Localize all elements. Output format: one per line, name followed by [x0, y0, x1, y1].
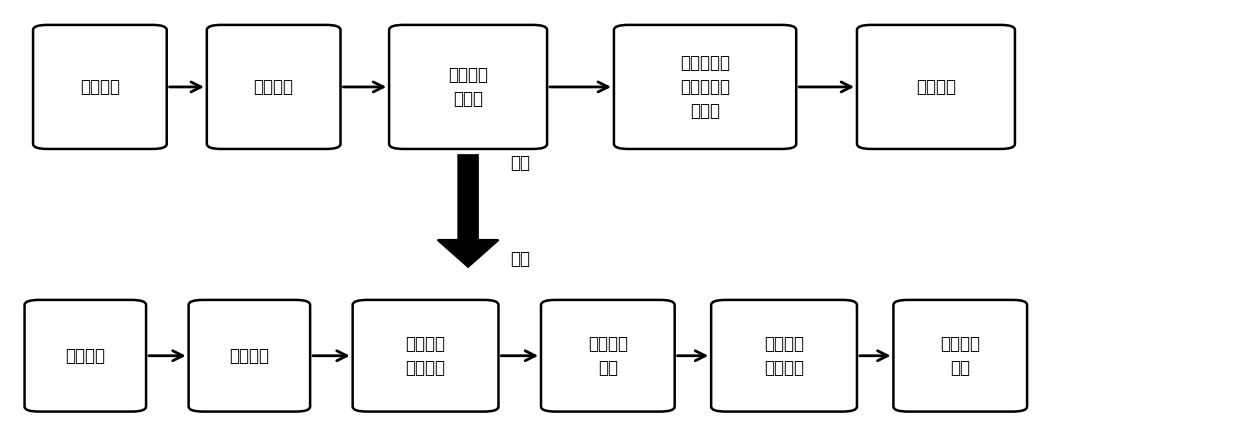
Text: 输入图片: 输入图片 [79, 78, 120, 96]
FancyBboxPatch shape [857, 25, 1014, 149]
Text: 求出预测
人数: 求出预测 人数 [940, 335, 981, 376]
Text: 自适应尺
度筛选: 自适应尺 度筛选 [448, 66, 489, 108]
Text: 预测: 预测 [511, 249, 531, 268]
FancyBboxPatch shape [711, 300, 857, 411]
Text: 生成多尺
度密度图: 生成多尺 度密度图 [764, 335, 804, 376]
FancyBboxPatch shape [893, 300, 1027, 411]
FancyBboxPatch shape [541, 300, 675, 411]
FancyBboxPatch shape [614, 25, 796, 149]
Text: 将输入图像
分块并筛选
和分类: 将输入图像 分块并筛选 和分类 [680, 54, 730, 119]
FancyBboxPatch shape [352, 300, 498, 411]
Text: 训练模型: 训练模型 [916, 78, 956, 96]
FancyBboxPatch shape [25, 300, 146, 411]
FancyBboxPatch shape [188, 300, 310, 411]
FancyBboxPatch shape [207, 25, 341, 149]
Text: 梯度差分: 梯度差分 [254, 78, 294, 96]
FancyBboxPatch shape [389, 25, 547, 149]
FancyBboxPatch shape [33, 25, 166, 149]
Text: 依据尺度
划分图像: 依据尺度 划分图像 [405, 335, 445, 376]
Polygon shape [438, 155, 498, 267]
Text: 利用模型
预测: 利用模型 预测 [588, 335, 627, 376]
Text: 训练: 训练 [511, 154, 531, 173]
Text: 输入图片: 输入图片 [66, 347, 105, 365]
Text: 梯度差分: 梯度差分 [229, 347, 269, 365]
